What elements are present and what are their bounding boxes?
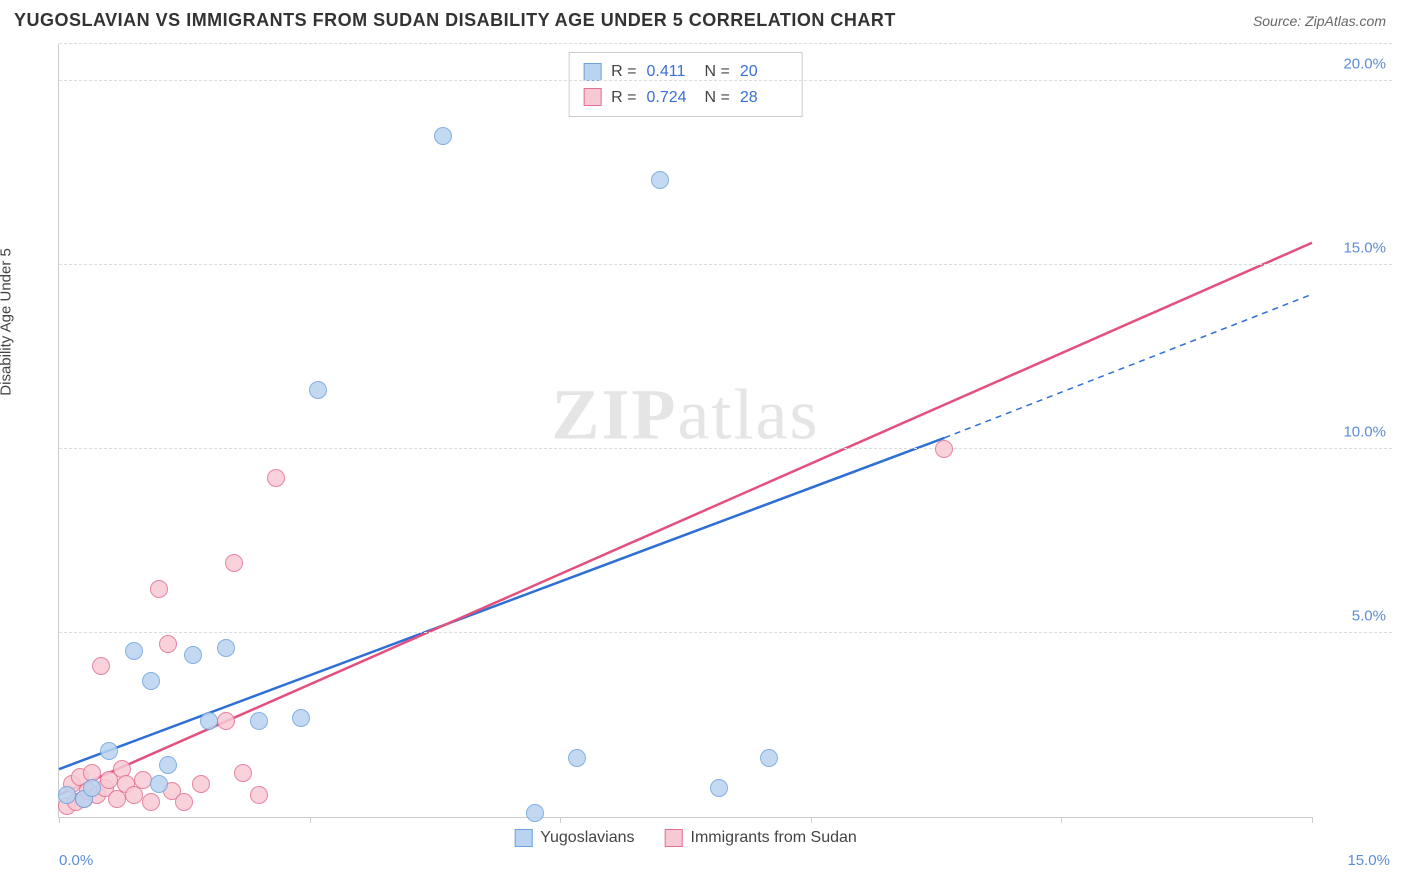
scatter-point-sudan: [150, 580, 168, 598]
scatter-point-yugo: [309, 381, 327, 399]
x-tick: [560, 817, 561, 823]
scatter-point-sudan: [217, 712, 235, 730]
scatter-point-yugo: [710, 779, 728, 797]
y-axis-label: Disability Age Under 5: [0, 248, 15, 396]
scatter-point-yugo: [760, 749, 778, 767]
scatter-point-yugo: [250, 712, 268, 730]
scatter-point-sudan: [142, 793, 160, 811]
gridline: [59, 448, 1392, 449]
scatter-point-yugo: [568, 749, 586, 767]
x-tick-label: 15.0%: [1347, 852, 1390, 869]
legend-label: Immigrants from Sudan: [691, 829, 857, 847]
scatter-point-sudan: [159, 635, 177, 653]
gridline: [59, 632, 1392, 633]
scatter-point-yugo: [184, 646, 202, 664]
x-tick: [310, 817, 311, 823]
stats-row-sudan: R = 0.724 N = 28: [583, 85, 788, 111]
scatter-point-sudan: [175, 793, 193, 811]
scatter-point-sudan: [192, 775, 210, 793]
scatter-point-yugo: [58, 786, 76, 804]
scatter-point-yugo: [651, 171, 669, 189]
scatter-point-sudan: [134, 771, 152, 789]
scatter-point-sudan: [92, 657, 110, 675]
scatter-point-yugo: [217, 639, 235, 657]
scatter-point-yugo: [159, 756, 177, 774]
scatter-point-sudan: [234, 764, 252, 782]
legend-label: Yugoslavians: [540, 829, 634, 847]
x-tick: [1061, 817, 1062, 823]
scatter-point-yugo: [100, 742, 118, 760]
y-tick-label: 5.0%: [1352, 607, 1386, 624]
legend-item-yugo: Yugoslavians: [514, 829, 634, 847]
x-tick: [811, 817, 812, 823]
chart-container: Disability Age Under 5 ZIPatlas R =0.411…: [14, 44, 1392, 878]
n-label: N =: [705, 85, 730, 111]
legend-swatch: [665, 829, 683, 847]
x-tick-label: 0.0%: [59, 852, 93, 869]
legend-item-sudan: Immigrants from Sudan: [665, 829, 857, 847]
y-tick-label: 10.0%: [1343, 423, 1386, 440]
series-legend: Yugoslavians Immigrants from Sudan: [514, 829, 857, 847]
y-tick-label: 20.0%: [1343, 55, 1386, 72]
source-attribution: Source: ZipAtlas.com: [1253, 13, 1386, 29]
scatter-point-sudan: [250, 786, 268, 804]
y-tick-label: 15.0%: [1343, 239, 1386, 256]
scatter-point-sudan: [267, 469, 285, 487]
n-value: 28: [740, 85, 788, 111]
scatter-point-yugo: [434, 127, 452, 145]
gridline: [59, 80, 1392, 81]
scatter-point-yugo: [292, 709, 310, 727]
scatter-point-yugo: [125, 642, 143, 660]
scatter-point-yugo: [150, 775, 168, 793]
x-tick: [59, 817, 60, 823]
legend-swatch: [583, 88, 601, 106]
legend-swatch: [514, 829, 532, 847]
scatter-point-sudan: [935, 440, 953, 458]
scatter-point-yugo: [526, 804, 544, 822]
gridline: [59, 264, 1392, 265]
legend-swatch: [583, 63, 601, 81]
x-tick: [1312, 817, 1313, 823]
plot-area: ZIPatlas R =0.411N =20R =0.724N =28 Yugo…: [58, 44, 1312, 818]
trend-lines: [59, 44, 1312, 817]
stats-legend: R =0.411N =20R =0.724N =28: [568, 52, 803, 117]
scatter-point-sudan: [225, 554, 243, 572]
scatter-point-yugo: [83, 779, 101, 797]
chart-title: YUGOSLAVIAN VS IMMIGRANTS FROM SUDAN DIS…: [14, 10, 896, 31]
r-value: 0.724: [647, 85, 695, 111]
r-label: R =: [611, 85, 636, 111]
scatter-point-yugo: [200, 712, 218, 730]
gridline: [59, 43, 1392, 44]
scatter-point-yugo: [142, 672, 160, 690]
